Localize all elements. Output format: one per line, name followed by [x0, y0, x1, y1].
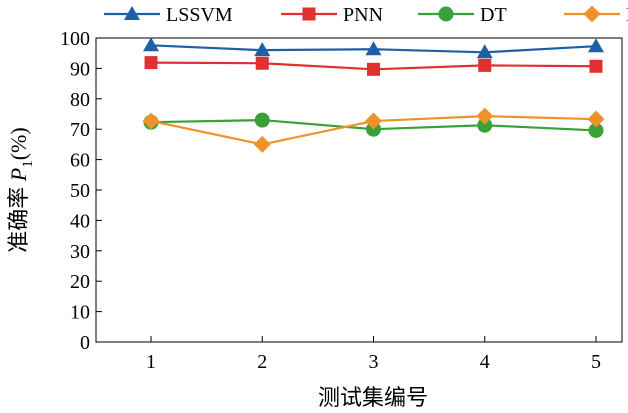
point-lssvm-1: [143, 37, 159, 52]
y-axis-title: 准确率 P1(%): [6, 127, 36, 252]
legend-marker-lssvm: [124, 6, 140, 20]
point-pnn-2: [255, 56, 269, 70]
y-tick-label-0: 0: [80, 332, 90, 354]
point-lssvm-4: [476, 44, 493, 59]
y-tick-label-80: 80: [70, 89, 90, 111]
point-knn-5: [587, 110, 605, 128]
y-tick-label-10: 10: [70, 302, 90, 324]
point-knn-1: [142, 112, 160, 130]
y-axis-title-var: P: [6, 168, 31, 182]
point-pnn-4: [478, 58, 492, 72]
point-lssvm-2: [254, 42, 271, 57]
y-tick-label-40: 40: [70, 210, 90, 232]
legend-label-pnn: PNN: [343, 4, 383, 26]
legend-marker-knn: [583, 5, 601, 23]
y-tick-label-20: 20: [70, 271, 90, 293]
legend-marker-pnn: [302, 7, 316, 21]
plot-area: 0 10 20 30 40 50 60 70 80 90 100 1 2 3 4 5: [60, 28, 623, 373]
x-tick-label-2: 2: [257, 351, 267, 373]
y-axis-title-sub: 1: [20, 160, 36, 168]
point-dt-5: [588, 122, 604, 138]
point-knn-2: [253, 135, 271, 153]
x-tick-label-3: 3: [369, 351, 379, 373]
y-tick-label-60: 60: [70, 150, 90, 172]
x-tick-label-4: 4: [480, 351, 490, 373]
x-tick-label-1: 1: [146, 351, 156, 373]
y-tick-label-70: 70: [70, 119, 90, 141]
y-tick-label-100: 100: [60, 28, 90, 50]
point-knn-4: [476, 107, 494, 125]
point-dt-2: [254, 112, 270, 128]
point-pnn-1: [144, 56, 158, 70]
y-tick-label-50: 50: [70, 180, 90, 202]
legend: LSSVM PNN DT KNN: [104, 4, 628, 26]
legend-label-dt: DT: [480, 4, 507, 26]
point-knn-3: [365, 112, 382, 130]
y-tick-label-90: 90: [70, 58, 90, 80]
legend-marker-dt: [438, 6, 454, 22]
x-tick-label-5: 5: [591, 351, 601, 373]
y-axis-title-unit: (%): [6, 127, 31, 160]
point-lssvm-3: [365, 41, 382, 56]
legend-label-knn: KNN: [626, 4, 628, 26]
point-lssvm-5: [588, 38, 604, 53]
plot-frame: [95, 37, 623, 343]
point-pnn-3: [367, 62, 380, 76]
point-pnn-5: [589, 59, 603, 73]
y-tick-label-30: 30: [70, 241, 90, 263]
point-dt-4: [477, 117, 493, 133]
legend-label-lssvm: LSSVM: [166, 4, 233, 26]
x-axis-title: 测试集编号: [318, 385, 428, 410]
y-axis-title-main: 准确率: [6, 181, 31, 253]
